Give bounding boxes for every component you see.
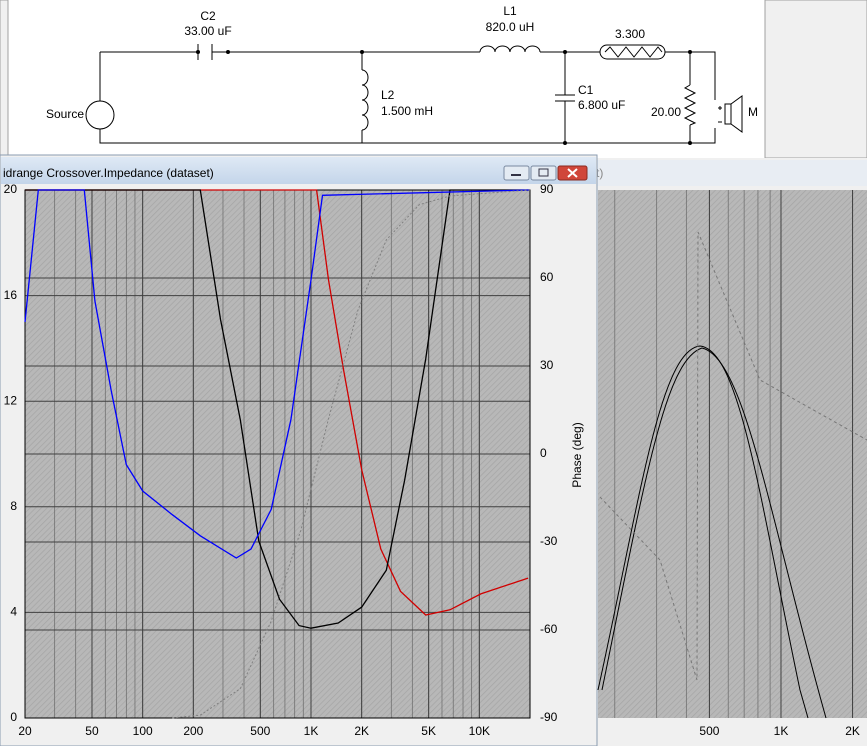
y-tick-label: 12 (4, 393, 18, 407)
y2-tick-label: 60 (540, 270, 554, 284)
window-title: idrange Crossover.Impedance (dataset) (3, 166, 214, 180)
x-tick-label: 10K (469, 724, 490, 738)
x-tick-label: 20 (18, 724, 32, 738)
x-tick-label: 200 (183, 724, 203, 738)
x-tick-label: 100 (133, 724, 153, 738)
y-tick-label: 8 (10, 499, 17, 513)
l1-name: L1 (503, 4, 517, 18)
speaker-label: M (748, 105, 758, 119)
x-tick-label: 50 (85, 724, 99, 738)
back-title: t) (596, 166, 603, 180)
y-tick-label: 20 (4, 182, 18, 196)
source-label: Source (46, 107, 84, 121)
back-titlebar (590, 160, 867, 186)
titlebar (1, 157, 596, 184)
series-line (25, 189, 530, 629)
series-line (25, 189, 529, 616)
back-plot (598, 190, 867, 718)
x-tick-label: 1K (304, 724, 319, 738)
y2-tick-label: -90 (540, 710, 558, 724)
l1-value: 820.0 uH (486, 20, 535, 34)
x-tick-label: 5K (421, 724, 436, 738)
l2-value: 1.500 mH (381, 104, 433, 118)
schematic-bg (0, 0, 867, 158)
y2-axis-label: Phase (deg) (570, 422, 584, 487)
y-tick-label: 0 (10, 710, 17, 724)
r2-value: 20.00 (651, 105, 681, 119)
y2-tick-label: 90 (540, 182, 554, 196)
r1-value: 3.300 (615, 27, 645, 41)
x-tick-label: 500 (250, 724, 270, 738)
maximize-button[interactable] (530, 165, 557, 181)
y2-tick-label: 0 (540, 446, 547, 460)
y2-tick-label: -30 (540, 534, 558, 548)
panel-right (764, 0, 867, 159)
c1-value: 6.800 uF (578, 98, 625, 112)
c2-value: 33.00 uF (184, 24, 231, 38)
l2-name: L2 (381, 88, 395, 102)
x-tick-label: 1K (774, 724, 789, 738)
y2-tick-label: -60 (540, 622, 558, 636)
y-tick-label: 4 (10, 605, 17, 619)
c2-name: C2 (200, 9, 216, 23)
series-line (172, 189, 531, 719)
x-tick-label: 500 (699, 724, 719, 738)
frame-left (0, 0, 9, 159)
minimize-button[interactable] (503, 165, 530, 181)
series-line (24, 189, 531, 559)
x-tick-label: 2K (354, 724, 369, 738)
y2-tick-label: 30 (540, 358, 554, 372)
schematic (85, 44, 743, 145)
back-decoration (597, 231, 867, 719)
y-tick-label: 16 (4, 288, 18, 302)
c1-name: C1 (578, 83, 594, 97)
x-tick-label: 2K (845, 724, 860, 738)
